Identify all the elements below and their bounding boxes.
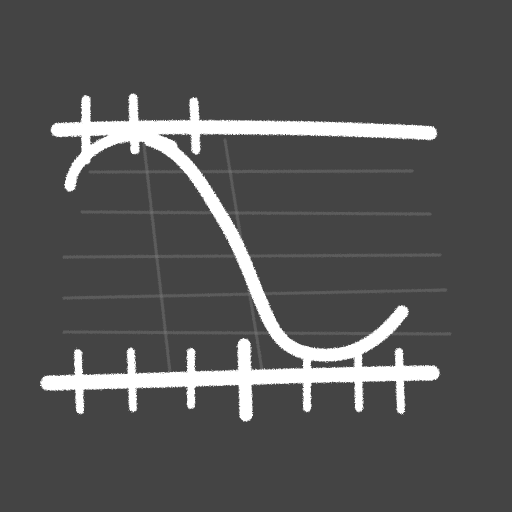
grid-line-vertical-1 bbox=[142, 143, 172, 374]
bottom-axis bbox=[40, 338, 440, 422]
curve bbox=[64, 130, 409, 362]
bottom-axis-tick-7 bbox=[395, 348, 405, 414]
bottom-axis-tick-4 bbox=[237, 338, 253, 422]
grid-line-horizontal-3 bbox=[62, 253, 442, 259]
top-axis-tick-2 bbox=[128, 93, 140, 155]
top-axis-line bbox=[51, 120, 437, 140]
bottom-axis-tick-2 bbox=[127, 348, 137, 412]
curve-main bbox=[143, 133, 409, 362]
top-axis-tick-3 bbox=[189, 97, 201, 155]
bottom-axis-tick-1 bbox=[74, 349, 84, 414]
bottom-axis-tick-6 bbox=[354, 348, 363, 412]
grid-line-horizontal-2 bbox=[80, 210, 432, 216]
grid-line-horizontal-1 bbox=[88, 169, 414, 174]
